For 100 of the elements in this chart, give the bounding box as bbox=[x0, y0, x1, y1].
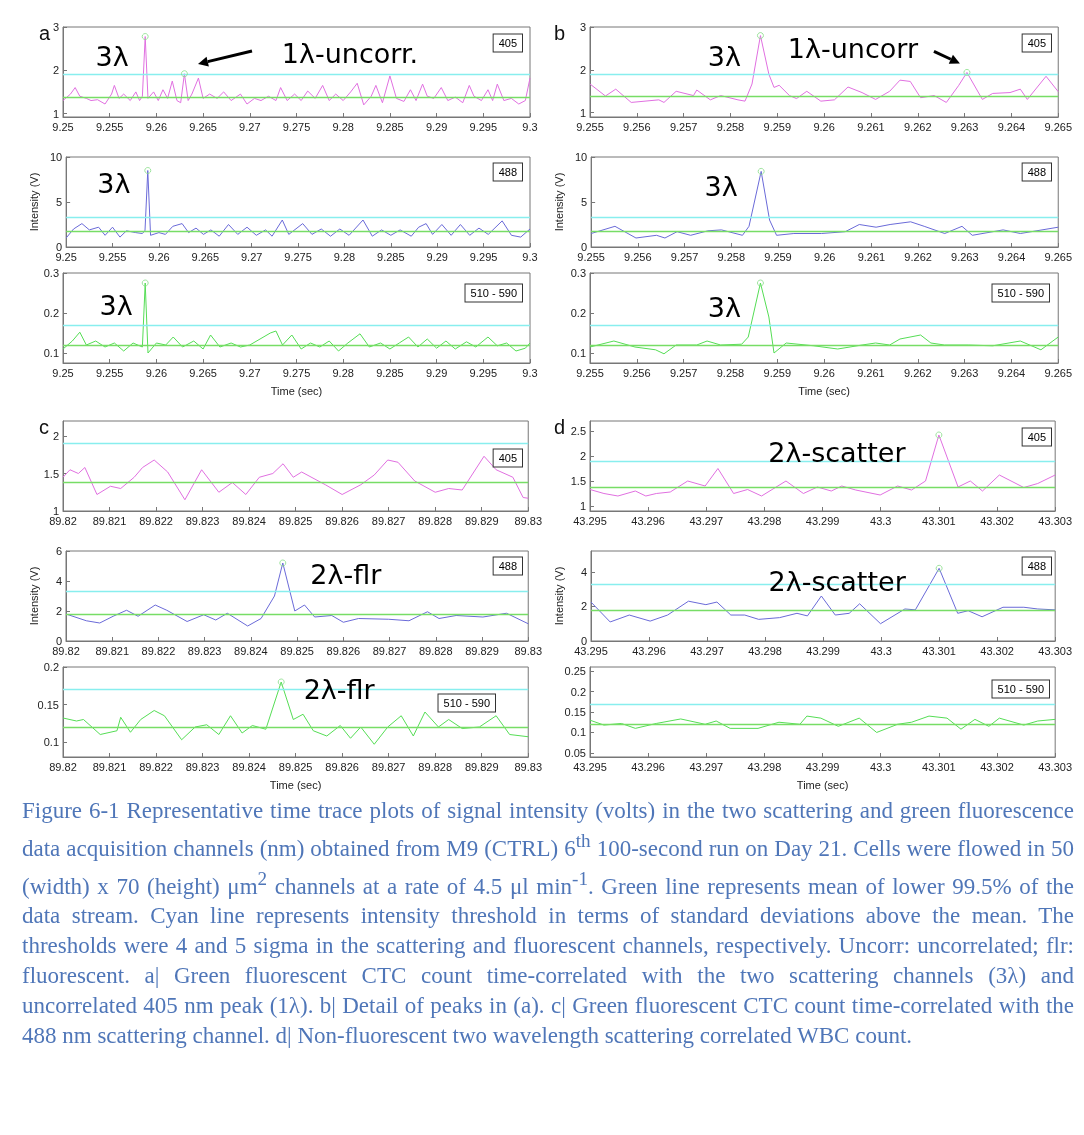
x-tick-label: 43.298 bbox=[747, 760, 782, 773]
annotation: 405 bbox=[498, 452, 517, 464]
x-tick-label: 89.821 bbox=[95, 644, 130, 657]
x-tick-label: 9.262 bbox=[904, 120, 932, 133]
x-tick-label: 9.255 bbox=[95, 120, 124, 133]
x-tick-label: 9.257 bbox=[669, 120, 698, 133]
x-tick-label: 9.261 bbox=[857, 120, 885, 133]
x-tick-label: 89.821 bbox=[92, 514, 127, 527]
y-tick-label: 0.1 bbox=[570, 347, 586, 359]
y-tick-label: 10 bbox=[49, 151, 63, 163]
x-tick-label: 89.822 bbox=[141, 644, 176, 657]
annotation: 3λ bbox=[99, 289, 133, 321]
x-tick-label: 89.829 bbox=[465, 644, 499, 657]
x-tick-label: 43.3 bbox=[870, 644, 892, 657]
y-axis-title: Intensity (V) bbox=[552, 172, 565, 232]
x-tick-label: 9.259 bbox=[763, 120, 792, 133]
x-tick-label: 89.821 bbox=[92, 760, 127, 773]
x-tick-label: 9.265 bbox=[189, 366, 217, 379]
x-tick-label: 9.29 bbox=[425, 366, 448, 379]
x-tick-label: 9.295 bbox=[469, 250, 498, 263]
x-tick-label: 43.296 bbox=[631, 514, 665, 527]
line-series bbox=[62, 455, 529, 501]
y-tick-label: 10 bbox=[574, 151, 588, 163]
x-tick-label: 9.3 bbox=[522, 250, 538, 263]
x-tick-label: 9.27 bbox=[239, 120, 261, 133]
y-tick-label: 0.1 bbox=[570, 726, 586, 739]
y-tick-label: 0.1 bbox=[43, 736, 59, 748]
y-tick-label: 5 bbox=[56, 196, 63, 208]
x-tick-label: 9.261 bbox=[857, 250, 886, 263]
x-tick-label: 9.258 bbox=[716, 366, 745, 379]
x-tick-label: 9.25 bbox=[52, 120, 74, 133]
x-tick-label: 89.828 bbox=[418, 514, 453, 527]
x-tick-label: 43.301 bbox=[922, 760, 956, 773]
x-tick-label: 89.828 bbox=[418, 644, 453, 657]
y-tick-label: 0 bbox=[56, 241, 63, 253]
x-tick-label: 9.27 bbox=[240, 250, 263, 263]
x-tick-label: 9.257 bbox=[669, 366, 698, 379]
y-tick-label: 0.2 bbox=[570, 307, 586, 319]
x-tick-label: 89.822 bbox=[139, 514, 173, 527]
y-tick-label: 2 bbox=[52, 430, 59, 442]
x-tick-label: 89.826 bbox=[325, 760, 359, 773]
line-series bbox=[589, 35, 1059, 103]
x-tick-label: 9.26 bbox=[148, 250, 170, 263]
x-tick-label: 9.263 bbox=[951, 250, 979, 263]
x-tick-label: 9.257 bbox=[670, 250, 699, 263]
annotation: 405 bbox=[1027, 431, 1046, 443]
x-tick-label: 89.825 bbox=[280, 644, 314, 657]
x-tick-label: 89.82 bbox=[52, 644, 80, 657]
x-tick-label: 9.3 bbox=[522, 120, 538, 133]
annotation: 488 bbox=[1027, 166, 1046, 178]
y-tick-label: 2 bbox=[579, 63, 586, 76]
x-tick-label: 89.829 bbox=[464, 760, 499, 773]
x-tick-label: 43.303 bbox=[1038, 644, 1073, 657]
x-tick-label: 89.823 bbox=[185, 760, 220, 773]
annotation: 1λ-uncorr. bbox=[281, 37, 419, 69]
annotation: 488 bbox=[498, 560, 517, 572]
x-tick-label: 89.82 bbox=[49, 760, 77, 773]
x-tick-label: 89.827 bbox=[372, 644, 407, 657]
y-tick-label: 3 bbox=[52, 21, 59, 33]
x-tick-label: 43.296 bbox=[632, 644, 666, 657]
x-tick-label: 9.256 bbox=[623, 366, 651, 379]
chart-title: d bbox=[554, 416, 566, 438]
annotation: 510 - 590 bbox=[470, 287, 517, 299]
x-tick-label: 89.82 bbox=[49, 514, 77, 527]
x-tick-label: 89.822 bbox=[139, 760, 173, 773]
x-tick-label: 43.297 bbox=[689, 514, 724, 527]
y-tick-label: 1 bbox=[52, 505, 59, 517]
y-tick-label: 0.05 bbox=[564, 746, 586, 759]
x-tick-label: 9.25 bbox=[52, 366, 74, 379]
x-tick-label: 43.295 bbox=[574, 644, 608, 657]
x-tick-label: 9.264 bbox=[997, 366, 1026, 379]
x-tick-label: 9.262 bbox=[904, 250, 932, 263]
x-tick-label: 9.265 bbox=[1044, 366, 1072, 379]
x-tick-label: 9.3 bbox=[522, 366, 538, 379]
y-tick-label: 0.2 bbox=[43, 307, 59, 319]
x-tick-label: 9.275 bbox=[282, 120, 311, 133]
annotation: 2λ-scatter bbox=[768, 565, 907, 597]
x-tick-label: 43.298 bbox=[747, 514, 782, 527]
x-tick-label: 89.829 bbox=[464, 514, 499, 527]
y-tick-label: 5 bbox=[581, 196, 588, 208]
y-tick-label: 0.2 bbox=[570, 685, 586, 698]
annotation: 2λ-scatter bbox=[768, 436, 907, 468]
chart-title: c bbox=[39, 416, 49, 438]
y-tick-label: 0.2 bbox=[43, 661, 59, 673]
x-tick-label: 9.265 bbox=[189, 120, 217, 133]
x-tick-label: 43.302 bbox=[980, 514, 1014, 527]
annotation: 510 - 590 bbox=[997, 287, 1044, 299]
x-tick-label: 9.275 bbox=[282, 366, 311, 379]
chart-title: a bbox=[39, 22, 51, 44]
x-tick-label: 43.297 bbox=[690, 644, 724, 657]
x-tick-label: 89.823 bbox=[187, 644, 222, 657]
x-axis-title: Time (sec) bbox=[269, 778, 322, 791]
y-tick-label: 0.3 bbox=[43, 267, 59, 279]
annotation: 3λ bbox=[97, 168, 131, 199]
x-tick-label: 9.255 bbox=[577, 250, 605, 263]
x-tick-label: 89.83 bbox=[514, 644, 542, 657]
x-tick-label: 9.259 bbox=[764, 250, 792, 263]
x-tick-label: 89.826 bbox=[326, 644, 361, 657]
x-tick-label: 9.285 bbox=[377, 250, 405, 263]
x-tick-label: 9.264 bbox=[997, 250, 1026, 263]
